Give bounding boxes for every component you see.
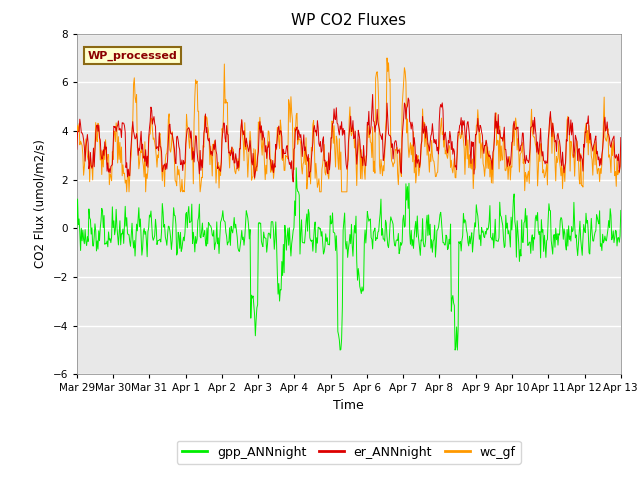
wc_gf	[223, 99, 231, 105]
er_ANNnight	[194, 157, 202, 163]
er_ANNnight	[223, 123, 230, 129]
er_ANNnight	[73, 146, 81, 152]
Y-axis label: CO2 Flux (umol/m2/s): CO2 Flux (umol/m2/s)	[34, 140, 47, 268]
gpp_ANNnight	[194, 217, 202, 223]
wc_gf	[417, 161, 424, 167]
er_ANNnight	[83, 138, 90, 144]
er_ANNnight	[417, 159, 424, 165]
gpp_ANNnight	[73, 225, 81, 231]
Line: er_ANNnight: er_ANNnight	[77, 95, 621, 182]
gpp_ANNnight	[433, 243, 440, 249]
Legend: gpp_ANNnight, er_ANNnight, wc_gf: gpp_ANNnight, er_ANNnight, wc_gf	[177, 441, 521, 464]
Text: WP_processed: WP_processed	[88, 51, 177, 61]
wc_gf	[617, 147, 625, 153]
wc_gf	[123, 189, 131, 195]
gpp_ANNnight	[83, 243, 90, 249]
er_ANNnight	[139, 142, 147, 147]
er_ANNnight	[617, 135, 625, 141]
Line: gpp_ANNnight: gpp_ANNnight	[77, 168, 621, 350]
wc_gf	[383, 55, 391, 61]
wc_gf	[140, 163, 147, 169]
er_ANNnight	[289, 179, 297, 185]
gpp_ANNnight	[617, 207, 625, 213]
gpp_ANNnight	[417, 252, 424, 258]
X-axis label: Time: Time	[333, 399, 364, 412]
Line: wc_gf: wc_gf	[77, 58, 621, 192]
er_ANNnight	[433, 137, 440, 143]
wc_gf	[83, 143, 90, 148]
wc_gf	[195, 108, 202, 114]
Title: WP CO2 Fluxes: WP CO2 Fluxes	[291, 13, 406, 28]
wc_gf	[73, 142, 81, 147]
gpp_ANNnight	[292, 165, 300, 171]
gpp_ANNnight	[139, 245, 147, 251]
gpp_ANNnight	[336, 347, 344, 353]
er_ANNnight	[369, 92, 376, 97]
gpp_ANNnight	[223, 233, 230, 239]
wc_gf	[433, 174, 440, 180]
